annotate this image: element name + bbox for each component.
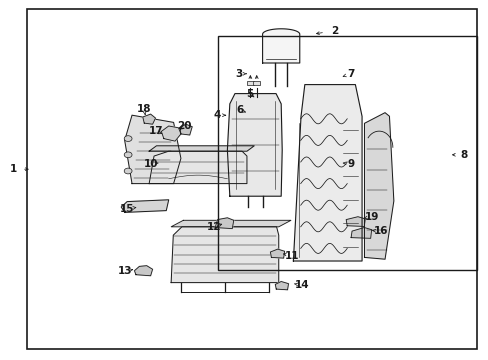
Bar: [246, 81, 253, 85]
Bar: [253, 81, 260, 85]
Polygon shape: [171, 220, 290, 227]
Text: 20: 20: [177, 121, 192, 131]
Polygon shape: [346, 217, 365, 226]
Text: 4: 4: [213, 110, 221, 120]
Text: 1: 1: [10, 164, 17, 174]
Circle shape: [124, 152, 132, 158]
Polygon shape: [262, 29, 299, 63]
Bar: [217, 36, 476, 270]
Text: 18: 18: [137, 104, 151, 114]
Polygon shape: [134, 266, 152, 276]
Polygon shape: [364, 113, 393, 259]
Text: 17: 17: [149, 126, 163, 136]
Polygon shape: [350, 228, 371, 238]
Text: 16: 16: [373, 226, 388, 236]
Text: 19: 19: [364, 212, 378, 222]
Text: 3: 3: [235, 69, 242, 79]
Text: 14: 14: [294, 280, 308, 290]
Polygon shape: [275, 282, 288, 290]
Text: 5: 5: [245, 89, 252, 99]
Text: 7: 7: [346, 69, 354, 79]
Text: 13: 13: [117, 266, 132, 276]
Circle shape: [124, 168, 132, 174]
Text: 10: 10: [143, 159, 158, 169]
Text: 9: 9: [347, 159, 354, 169]
Polygon shape: [293, 85, 361, 261]
Polygon shape: [142, 114, 155, 124]
Polygon shape: [121, 200, 168, 212]
Text: 11: 11: [285, 251, 299, 261]
Circle shape: [124, 136, 132, 141]
Polygon shape: [215, 218, 233, 229]
Text: 8: 8: [459, 150, 466, 160]
Polygon shape: [149, 151, 246, 184]
Text: 12: 12: [206, 222, 221, 232]
Polygon shape: [227, 94, 282, 196]
Polygon shape: [171, 227, 278, 283]
Text: 6: 6: [236, 105, 243, 115]
Polygon shape: [180, 124, 192, 135]
Polygon shape: [124, 115, 181, 184]
Polygon shape: [270, 249, 284, 258]
Text: 2: 2: [331, 26, 338, 36]
Polygon shape: [149, 146, 254, 151]
Text: 15: 15: [120, 204, 134, 214]
Polygon shape: [161, 126, 181, 141]
